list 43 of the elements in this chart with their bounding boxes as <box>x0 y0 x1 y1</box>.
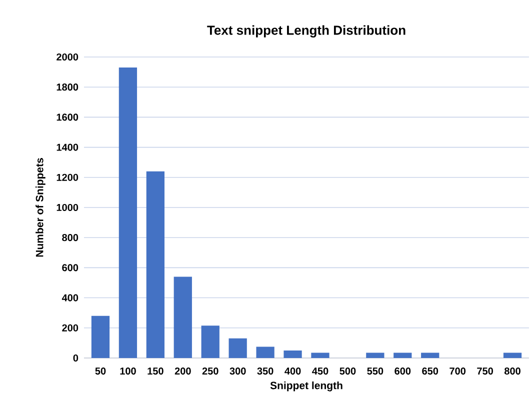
y-tick-label: 1400 <box>56 144 78 151</box>
bar <box>394 352 412 358</box>
y-axis-title: Number of Snippets <box>36 158 46 257</box>
bar <box>421 352 440 358</box>
x-tick-label: 650 <box>422 368 438 375</box>
y-tick-label: 600 <box>62 264 78 272</box>
y-tick-label: 800 <box>62 234 78 242</box>
x-tick-label: 100 <box>120 368 136 375</box>
x-tick-label: 500 <box>340 368 356 375</box>
x-tick-label: 550 <box>367 368 384 375</box>
y-tick-label: 2000 <box>56 53 78 61</box>
bar <box>201 326 220 358</box>
x-tick-label: 300 <box>230 368 246 375</box>
y-tick-label: 400 <box>62 294 78 302</box>
y-tick-label: 1600 <box>56 114 78 121</box>
bar <box>146 171 164 358</box>
x-tick-label: 50 <box>95 368 106 375</box>
x-tick-label: 200 <box>174 368 191 375</box>
y-tick-label: 1200 <box>56 174 78 181</box>
x-axis-title: Snippet length <box>270 381 342 392</box>
x-tick-label: 750 <box>477 368 493 375</box>
y-tick-label: 1800 <box>56 84 78 91</box>
bar <box>118 68 138 358</box>
x-tick-label: 250 <box>202 368 218 375</box>
x-tick-label: 450 <box>312 368 328 375</box>
bar <box>91 316 110 358</box>
y-tick-label: 1000 <box>56 204 78 212</box>
y-tick-label: 200 <box>62 324 78 332</box>
bar <box>503 352 522 358</box>
bar <box>228 338 247 358</box>
bar <box>256 346 274 358</box>
bar <box>284 350 302 358</box>
bar <box>311 352 330 358</box>
x-tick-label: 600 <box>394 368 411 375</box>
bar <box>174 276 192 358</box>
x-tick-label: 150 <box>148 368 164 375</box>
x-tick-label: 800 <box>504 368 520 375</box>
bar <box>366 352 384 358</box>
x-tick-label: 350 <box>257 368 274 375</box>
chart-title: Text snippet Length Distribution <box>207 25 406 38</box>
x-tick-label: 400 <box>284 368 301 375</box>
y-tick-label: 0 <box>73 354 78 362</box>
x-tick-label: 700 <box>450 368 466 375</box>
